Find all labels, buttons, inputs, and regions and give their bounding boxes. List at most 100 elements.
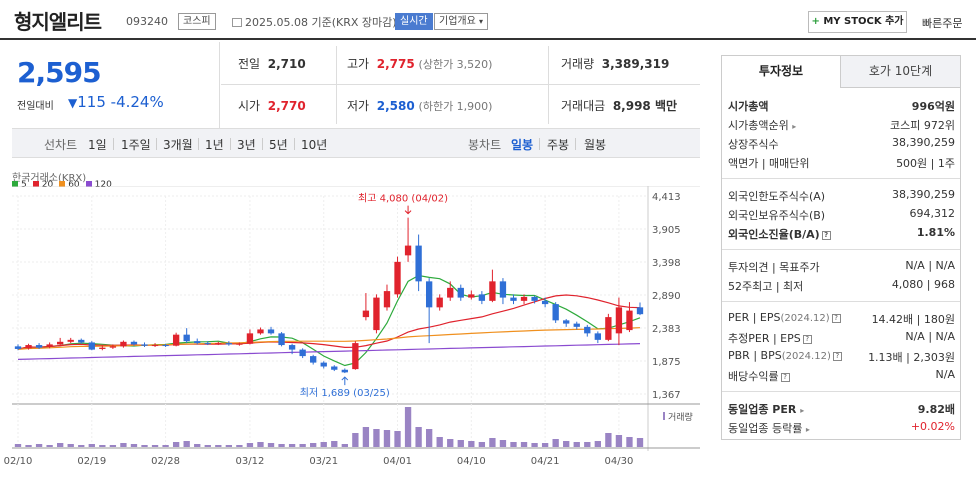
help-icon[interactable]: ?: [802, 334, 812, 344]
volume-bar: [584, 442, 591, 447]
y-tick-label: 1,875: [652, 357, 681, 368]
candle-chart-label: 봉차트: [468, 138, 502, 152]
mystock-add-button[interactable]: + MY STOCK 추가: [808, 11, 907, 33]
volume-bar: [383, 430, 391, 447]
realtime-button[interactable]: 실시간: [395, 13, 433, 30]
volume-bar: [415, 427, 422, 447]
volume-bar: [25, 445, 32, 447]
volume-bar: [278, 444, 285, 447]
change-label: 전일대비: [17, 101, 54, 112]
high-arrow: [404, 205, 412, 215]
volume-bar: [510, 442, 517, 447]
down-triangle-icon: ▼: [68, 96, 78, 110]
x-tick-label: 04/21: [531, 456, 560, 467]
chevron-down-icon: ▾: [479, 17, 484, 26]
volume-bar: [394, 431, 401, 447]
help-icon[interactable]: ?: [780, 372, 790, 382]
legend-ma-120: 120: [85, 180, 112, 190]
candle-body: [35, 345, 43, 348]
company-overview-dropdown[interactable]: 기업개요 ▾: [434, 13, 489, 30]
chevron-right-icon: ▸: [792, 122, 797, 131]
volume-bar: [215, 445, 222, 447]
candle-monthly[interactable]: 월봉: [584, 138, 607, 152]
candle-body: [88, 342, 95, 350]
volume-bar: [404, 407, 412, 447]
volume-bar: [563, 441, 570, 447]
volume-bar: [57, 443, 64, 447]
candle-body: [130, 341, 138, 345]
x-tick-label: 02/28: [151, 456, 180, 467]
stock-code: 093240: [126, 15, 168, 28]
candle-body: [57, 341, 64, 345]
row-dividend: 배당수익률? N/A: [728, 368, 955, 383]
period-5y[interactable]: 5년: [269, 138, 288, 152]
volume-bar: [468, 441, 475, 447]
candle-body: [489, 281, 496, 301]
candle-body: [520, 296, 528, 301]
candle-body: [541, 300, 549, 305]
row-pbr: PBR | BPS(2024.12)? 1.13배 | 2,303원: [728, 349, 955, 364]
volume-bar: [183, 441, 190, 447]
candle-body: [225, 343, 233, 345]
change-percent: -4.24%: [110, 93, 164, 111]
tab-order-book[interactable]: 호가 10단계: [841, 56, 960, 88]
volume-bar: [288, 444, 296, 447]
candle-weekly[interactable]: 주봉: [547, 138, 570, 152]
candle-daily[interactable]: 일봉: [511, 138, 534, 152]
volume-bar: [46, 445, 53, 447]
candle-body: [436, 297, 443, 308]
candle-body: [552, 304, 559, 321]
quick-order-link[interactable]: 빠른주문: [922, 17, 963, 30]
row-foreign-limit: 외국인한도주식수(A) 38,390,259: [728, 188, 955, 203]
candle-body: [352, 343, 359, 370]
tab-investment-info[interactable]: 투자정보: [722, 56, 841, 88]
candle-body: [320, 362, 327, 367]
candle-body: [46, 344, 53, 348]
candle-body: [499, 281, 507, 298]
candle-body: [299, 349, 306, 357]
period-3y[interactable]: 3년: [237, 138, 256, 152]
y-tick-label: 2,890: [652, 291, 681, 302]
help-icon[interactable]: ?: [832, 351, 842, 361]
candle-body: [404, 245, 412, 256]
candle-body: [615, 307, 623, 334]
plus-icon: +: [811, 16, 820, 27]
y-tick-label: 2,383: [652, 324, 681, 335]
period-1w[interactable]: 1주일: [121, 138, 151, 152]
day-low: 저가 2,580 (하한가 1,900): [347, 99, 493, 113]
period-1d[interactable]: 1일: [88, 138, 107, 152]
row-foreign-ratio: 외국인소진율(B/A)? 1.81%: [728, 226, 955, 241]
volume-bar: [436, 437, 443, 447]
candle-body: [341, 369, 348, 373]
candle-body: [14, 346, 22, 349]
volume-bar: [172, 442, 180, 447]
row-industry-rate: 동일업종 등락률 ▸ +0.02%: [728, 420, 955, 435]
volume-bar: [299, 444, 306, 447]
volume-bar: [78, 445, 85, 447]
help-icon[interactable]: ?: [831, 313, 841, 323]
price-date-text: 2025.05.08 기준(KRX 장마감): [245, 16, 397, 29]
x-tick-label: 03/21: [309, 456, 338, 467]
period-10y[interactable]: 10년: [301, 138, 328, 152]
volume-bar: [236, 445, 243, 447]
volume-bar: [257, 442, 264, 447]
chart-source: 한국거래소(KRX): [12, 173, 87, 184]
candle-body: [120, 341, 127, 347]
company-overview-label: 기업개요: [439, 16, 476, 27]
stock-chart[interactable]: 4,413 3,905 3,398 2,890 2,383 1,875 1,367 02/10…: [0, 186, 700, 482]
period-1y[interactable]: 1년: [205, 138, 224, 152]
candle-body: [510, 297, 517, 301]
row-market-cap: 시가총액 996억원: [728, 100, 955, 113]
help-icon[interactable]: ?: [821, 230, 831, 240]
candle-body: [257, 329, 264, 334]
candle-body: [172, 334, 180, 346]
y-tick-label: 3,398: [652, 258, 681, 269]
candle-body: [447, 287, 454, 298]
period-3m[interactable]: 3개월: [163, 138, 193, 152]
candle-body: [394, 261, 401, 295]
investment-info-panel: 투자정보 호가 10단계 시가총액 996억원 시가총액순위 ▸ 코스피 972위 …: [721, 55, 961, 440]
volume-bar: [541, 443, 549, 447]
volume-bar: [615, 435, 623, 447]
volume-bar: [320, 442, 327, 447]
x-tick-label: 03/12: [236, 456, 265, 467]
